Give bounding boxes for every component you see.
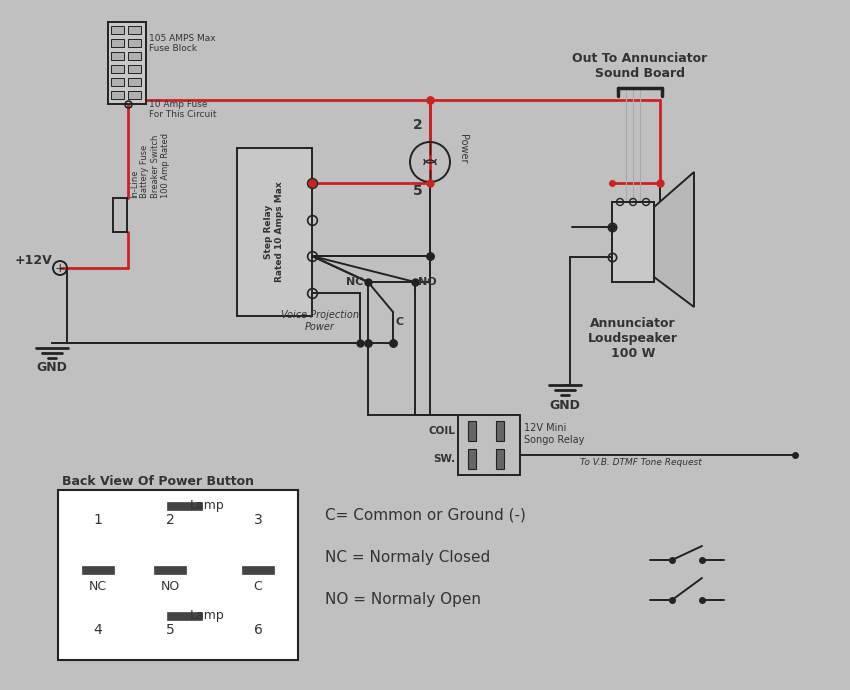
Bar <box>154 566 186 574</box>
Text: In-Line
Battery Fuse
Breaker Switch
100 Amp Rated: In-Line Battery Fuse Breaker Switch 100 … <box>130 133 170 198</box>
Text: +: + <box>54 262 65 275</box>
Text: C= Common or Ground (-): C= Common or Ground (-) <box>325 508 526 523</box>
Text: 3: 3 <box>253 513 263 527</box>
Text: GND: GND <box>37 361 67 374</box>
Text: 5: 5 <box>166 623 174 637</box>
Text: 6: 6 <box>253 623 263 637</box>
Bar <box>237 148 312 316</box>
Bar <box>167 502 202 510</box>
Bar <box>496 449 504 469</box>
Bar <box>468 421 476 441</box>
Polygon shape <box>654 172 694 307</box>
Text: NC: NC <box>89 580 107 593</box>
Bar <box>496 421 504 441</box>
Text: Lamp: Lamp <box>190 500 224 513</box>
Bar <box>111 26 124 34</box>
Text: 4: 4 <box>94 623 102 637</box>
Text: Power: Power <box>458 134 468 164</box>
Bar <box>128 26 141 34</box>
Bar <box>128 65 141 73</box>
Bar <box>612 202 654 282</box>
Text: Step Relay
Rated 10 Amps Max: Step Relay Rated 10 Amps Max <box>264 181 284 282</box>
Bar <box>111 65 124 73</box>
Text: 1: 1 <box>94 513 103 527</box>
Text: Out To Annunciator
Sound Board: Out To Annunciator Sound Board <box>572 52 707 80</box>
Bar <box>111 91 124 99</box>
Text: 12V Mini
Songo Relay: 12V Mini Songo Relay <box>524 423 584 444</box>
Text: NO: NO <box>161 580 179 593</box>
Text: Lamp: Lamp <box>190 609 224 622</box>
Bar <box>58 490 298 660</box>
Text: 2: 2 <box>166 513 174 527</box>
Text: Annunciator
Loudspeaker
100 W: Annunciator Loudspeaker 100 W <box>588 317 678 360</box>
Text: +12V: +12V <box>15 253 53 266</box>
Bar <box>111 52 124 60</box>
Text: 105 AMPS Max
Fuse Block: 105 AMPS Max Fuse Block <box>149 34 216 53</box>
Text: SW.: SW. <box>433 454 455 464</box>
Text: C: C <box>253 580 263 593</box>
Bar <box>111 78 124 86</box>
Bar <box>128 52 141 60</box>
Bar <box>458 415 520 475</box>
Bar <box>113 198 127 232</box>
Text: To V.B. DTMF Tone Request: To V.B. DTMF Tone Request <box>580 458 702 467</box>
Bar <box>128 91 141 99</box>
Bar <box>82 566 114 574</box>
Text: C: C <box>396 317 404 327</box>
Text: Back View Of Power Button: Back View Of Power Button <box>62 475 254 488</box>
Text: NO = Normaly Open: NO = Normaly Open <box>325 592 481 607</box>
Bar <box>108 22 146 104</box>
Text: GND: GND <box>550 399 581 412</box>
Text: 5: 5 <box>413 184 422 198</box>
Text: 10 Amp Fuse
For This Circuit: 10 Amp Fuse For This Circuit <box>149 100 217 119</box>
Text: NC: NC <box>346 277 363 287</box>
Text: Voice Projection
Power: Voice Projection Power <box>281 310 359 332</box>
Text: 2: 2 <box>413 118 422 132</box>
Bar <box>167 612 202 620</box>
Text: NO: NO <box>418 277 437 287</box>
Bar <box>242 566 274 574</box>
Bar <box>468 449 476 469</box>
Text: NC = Normaly Closed: NC = Normaly Closed <box>325 550 490 565</box>
Bar <box>128 39 141 47</box>
Bar <box>111 39 124 47</box>
Text: COIL: COIL <box>428 426 455 436</box>
Bar <box>128 78 141 86</box>
